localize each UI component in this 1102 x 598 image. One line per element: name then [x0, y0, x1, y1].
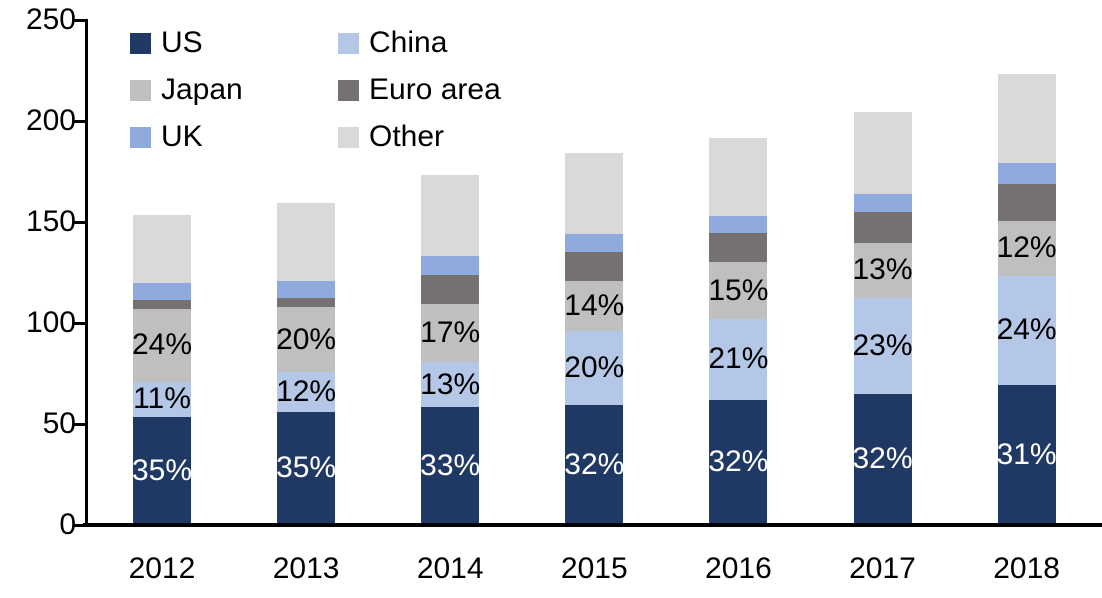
legend-swatch-us [130, 33, 151, 54]
data-label-us-2012: 35% [131, 453, 193, 487]
data-label-japan-2018: 12% [996, 231, 1057, 265]
bar-segment-us-2015 [565, 404, 624, 525]
bar-segment-other-2012 [133, 214, 191, 283]
bar-segment-uk-2015 [565, 234, 624, 253]
legend-label-other: Other [369, 120, 445, 153]
bar-segment-japan-2014 [421, 303, 480, 363]
x-axis-label-2015: 2015 [560, 552, 628, 585]
legend-swatch-other [338, 127, 359, 148]
bar-segment-japan-2015 [565, 280, 624, 332]
bar-segment-japan-2012 [133, 308, 191, 382]
y-axis-tick-mark-150 [74, 221, 85, 224]
bar-segment-other-2015 [565, 153, 624, 235]
y-axis-tick-label-50: 50 [42, 407, 76, 440]
bar-segment-china-2017 [853, 297, 912, 394]
bar-segment-euro-area-2014 [421, 274, 480, 304]
bar-segment-euro-area-2017 [853, 211, 912, 244]
data-label-japan-2016: 15% [708, 273, 769, 307]
x-axis-label-2012: 2012 [128, 552, 196, 585]
bar-segment-euro-area-2015 [565, 252, 624, 281]
data-label-japan-2015: 14% [564, 288, 625, 322]
bar-segment-uk-2017 [853, 193, 912, 212]
bar-segment-uk-2014 [421, 256, 480, 275]
bar-segment-uk-2018 [997, 163, 1056, 184]
bar-segment-other-2014 [421, 174, 480, 257]
bar-segment-china-2014 [421, 362, 480, 407]
bar-segment-us-2018 [997, 384, 1056, 525]
bar-segment-other-2017 [853, 111, 912, 194]
x-axis-label-2017: 2017 [849, 552, 916, 585]
data-label-china-2013: 12% [276, 375, 337, 409]
y-axis-tick-label-200: 200 [25, 104, 76, 137]
data-label-us-2018: 31% [996, 437, 1057, 471]
y-axis-tick-label-100: 100 [25, 306, 76, 339]
bar-segment-euro-area-2012 [133, 299, 191, 309]
bar-segment-china-2012 [133, 381, 191, 417]
bar-segment-japan-2013 [277, 306, 336, 373]
bar-segment-us-2012 [133, 416, 191, 525]
data-label-china-2015: 20% [564, 350, 625, 384]
bar-segment-other-2018 [997, 73, 1056, 164]
legend-swatch-uk [130, 127, 151, 148]
legend-label-uk: UK [161, 120, 203, 153]
data-label-china-2014: 13% [420, 367, 481, 401]
legend-label-us: US [161, 26, 203, 59]
bar-segment-us-2014 [421, 406, 480, 525]
data-label-japan-2012: 24% [131, 328, 193, 362]
legend-label-china: China [369, 26, 448, 59]
x-axis-label-2013: 2013 [272, 552, 340, 585]
data-label-us-2016: 32% [708, 445, 769, 479]
y-axis-tick-mark-100 [74, 322, 85, 325]
legend-label-japan: Japan [161, 73, 243, 106]
data-label-us-2014: 33% [420, 448, 481, 482]
data-label-china-2016: 21% [708, 342, 769, 376]
legend-swatch-china [338, 33, 359, 54]
bar-segment-euro-area-2013 [277, 297, 336, 307]
data-label-us-2013: 35% [276, 451, 337, 485]
data-label-japan-2017: 13% [852, 253, 913, 287]
bar-segment-china-2016 [709, 318, 768, 400]
x-axis-baseline [83, 523, 1102, 527]
bar-segment-euro-area-2016 [709, 233, 768, 263]
bar-segment-us-2017 [853, 393, 912, 525]
data-label-us-2015: 32% [564, 447, 625, 481]
bar-segment-other-2016 [709, 138, 768, 216]
data-label-china-2012: 11% [133, 382, 191, 416]
legend-swatch-japan [130, 80, 151, 101]
y-axis-tick-mark-0 [74, 524, 85, 527]
y-axis-tick-label-150: 150 [25, 205, 76, 238]
bar-segment-japan-2016 [709, 262, 768, 319]
data-label-japan-2013: 20% [276, 322, 337, 356]
bar-segment-us-2013 [277, 411, 336, 525]
legend-label-euro-area: Euro area [369, 73, 501, 106]
data-label-china-2017: 23% [852, 328, 913, 362]
x-axis-label-2016: 2016 [705, 552, 772, 585]
y-axis-line [85, 19, 88, 527]
bar-segment-uk-2013 [277, 280, 336, 298]
bar-segment-euro-area-2018 [997, 183, 1056, 221]
bar-segment-us-2016 [709, 399, 768, 525]
bar-segment-japan-2018 [997, 220, 1056, 276]
bar-segment-uk-2016 [709, 215, 768, 234]
bar-segment-china-2013 [277, 372, 336, 412]
y-axis-tick-mark-200 [74, 120, 85, 123]
bar-segment-uk-2012 [133, 282, 191, 300]
y-axis-tick-mark-250 [74, 19, 85, 22]
x-axis-label-2014: 2014 [416, 552, 484, 585]
bar-segment-china-2018 [997, 275, 1056, 385]
bar-segment-china-2015 [565, 331, 624, 405]
y-axis-tick-mark-50 [74, 423, 85, 426]
x-axis-label-2018: 2018 [993, 552, 1060, 585]
legend-swatch-euro-area [338, 80, 359, 101]
y-axis-tick-label-0: 0 [59, 508, 76, 541]
y-axis-tick-label-250: 250 [25, 3, 76, 36]
data-label-us-2017: 32% [852, 442, 913, 476]
bar-segment-other-2013 [277, 202, 336, 281]
bar-segment-japan-2017 [853, 243, 912, 298]
data-label-japan-2014: 17% [420, 316, 481, 350]
data-label-china-2018: 24% [996, 313, 1057, 347]
